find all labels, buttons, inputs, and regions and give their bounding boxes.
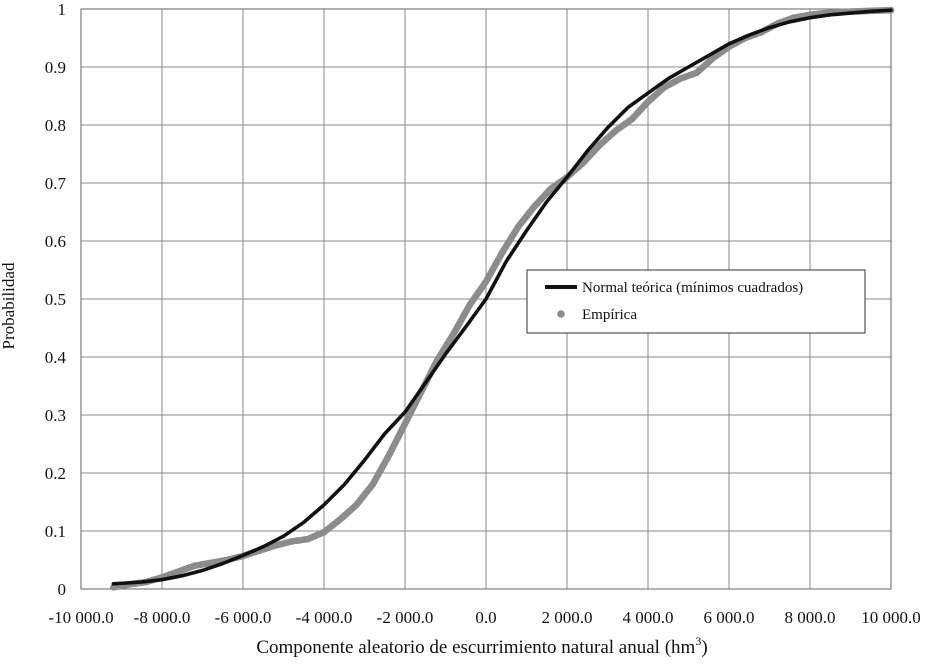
plot-area-frame [80,8,892,590]
legend-box [526,269,866,334]
x-tick-label: 6 000.0 [704,608,755,627]
legend: Normal teórica (mínimos cuadrados) Empír… [526,269,866,334]
y-tick-label: 0.5 [45,290,66,309]
y-tick-label: 0.6 [45,232,66,251]
x-tick-label: 0.0 [475,608,496,627]
y-tick-label: 0.4 [45,348,67,367]
y-tick-label: 0.3 [45,406,66,425]
y-tick-label: 1 [58,0,67,19]
legend-label-theoretical: Normal teórica (mínimos cuadrados) [582,280,803,296]
x-tick-label: -2 000.0 [377,608,434,627]
y-tick-label: 0.2 [45,464,66,483]
legend-label-empirical: Empírica [582,307,637,323]
y-tick-label: 0.1 [45,522,66,541]
series-empirical [110,6,895,591]
x-tick-label: -4 000.0 [296,608,353,627]
y-tick-label: 0.8 [45,116,66,135]
x-tick-label: -8 000.0 [134,608,191,627]
tick-label-layer: -10 000.0 -8 000.0 -6 000.0 -4 000.0 -2 000.… [45,0,921,627]
x-tick-label: 4 000.0 [623,608,674,627]
y-tick-label: 0 [58,580,67,599]
series-theoretical-line [111,8,893,586]
legend-swatch-empirical [557,310,565,318]
x-axis-label-suffix: ) [701,637,707,658]
x-tick-label: -10 000.0 [48,608,113,627]
series-layer [110,6,895,591]
x-tick-label: 8 000.0 [785,608,836,627]
x-tick-label: 2 000.0 [542,608,593,627]
y-tick-label: 0.9 [45,58,66,77]
x-axis-label-main: Componente aleatorio de escurrimiento na… [256,637,695,658]
x-tick-label: 10 000.0 [861,608,921,627]
x-axis-label: Componente aleatorio de escurrimiento na… [256,634,707,658]
x-axis-label-superscript: 3 [695,634,701,648]
y-axis-label: Probabilidad [0,262,18,349]
x-tick-label: -6 000.0 [215,608,272,627]
y-tick-label: 0.7 [45,174,67,193]
